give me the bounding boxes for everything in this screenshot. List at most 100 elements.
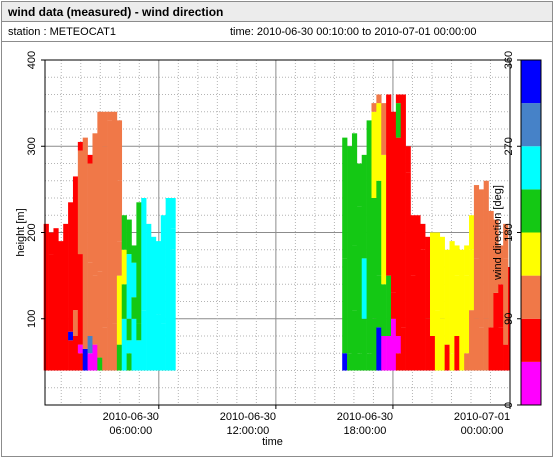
y-tick-label: 300 bbox=[26, 137, 38, 155]
data-cell bbox=[356, 163, 363, 207]
data-cell bbox=[473, 185, 480, 259]
data-cell bbox=[87, 163, 93, 263]
data-cell bbox=[390, 318, 397, 371]
data-cell bbox=[508, 318, 511, 371]
data-cell bbox=[155, 241, 162, 315]
x-tick-label: 12:00:00 bbox=[226, 425, 269, 437]
data-cell bbox=[53, 228, 59, 371]
data-cell bbox=[395, 137, 402, 336]
data-cell bbox=[488, 210, 494, 233]
data-cell bbox=[405, 146, 411, 173]
data-cell bbox=[459, 301, 465, 371]
data-cell bbox=[439, 236, 445, 319]
data-cell bbox=[68, 340, 74, 371]
data-cell bbox=[121, 215, 127, 250]
data-cell bbox=[493, 292, 499, 371]
data-cell bbox=[72, 176, 79, 311]
data-cell bbox=[68, 331, 74, 341]
data-cell bbox=[434, 232, 441, 311]
data-cell bbox=[454, 336, 460, 371]
data-cell bbox=[498, 245, 504, 250]
data-cell bbox=[400, 327, 406, 371]
data-cell bbox=[420, 249, 426, 371]
data-cell bbox=[107, 120, 113, 336]
data-cell bbox=[371, 318, 377, 371]
x-tick-label: 18:00:00 bbox=[344, 425, 387, 437]
data-cell bbox=[131, 297, 137, 319]
data-cell bbox=[97, 129, 103, 272]
data-cell bbox=[82, 348, 88, 371]
data-cell bbox=[464, 245, 470, 276]
data-cell bbox=[63, 223, 69, 371]
data-cell bbox=[170, 228, 176, 250]
data-cell bbox=[381, 284, 387, 336]
data-cell bbox=[386, 275, 392, 336]
colorbar-band bbox=[521, 318, 541, 362]
colorbar-tick-label: 360 bbox=[503, 51, 515, 69]
colorbar-band bbox=[521, 275, 541, 319]
x-tick-label: 00:00:00 bbox=[461, 425, 504, 437]
data-cell bbox=[469, 249, 475, 311]
data-cell bbox=[151, 236, 157, 302]
data-cell bbox=[107, 111, 113, 121]
colorbar-band bbox=[521, 103, 541, 147]
data-cell bbox=[116, 241, 123, 276]
data-cell bbox=[170, 198, 176, 229]
data-cell bbox=[97, 271, 103, 358]
data-cell bbox=[111, 323, 118, 371]
data-cell bbox=[498, 249, 504, 285]
data-cell bbox=[351, 310, 358, 371]
data-cell bbox=[347, 146, 353, 233]
data-cell bbox=[87, 336, 93, 354]
x-tick-label: 2010-06-30 bbox=[103, 411, 159, 423]
data-cell bbox=[77, 344, 84, 354]
data-cell bbox=[503, 223, 509, 259]
data-cell bbox=[97, 357, 103, 371]
x-axis-title: time bbox=[262, 436, 283, 448]
data-cell bbox=[454, 275, 460, 336]
data-cell bbox=[371, 111, 377, 198]
data-cell bbox=[116, 344, 123, 371]
data-cell bbox=[430, 232, 436, 336]
data-cell bbox=[376, 327, 382, 371]
data-cell bbox=[126, 219, 132, 255]
data-cell bbox=[87, 154, 93, 164]
data-cell bbox=[395, 336, 402, 354]
data-cell bbox=[483, 318, 489, 371]
data-cell bbox=[503, 258, 509, 345]
data-cell bbox=[82, 137, 88, 267]
data-cell bbox=[58, 241, 64, 371]
window-title: wind data (measured) - wind direction bbox=[2, 2, 552, 22]
data-cell bbox=[488, 232, 494, 328]
data-cell bbox=[141, 198, 147, 311]
data-cell bbox=[77, 141, 84, 151]
data-cell bbox=[116, 180, 123, 242]
data-cell bbox=[381, 336, 387, 371]
data-cell bbox=[483, 180, 489, 198]
data-cell bbox=[72, 310, 79, 336]
colorbar-tick-label: 180 bbox=[503, 223, 515, 241]
data-cell bbox=[121, 284, 127, 319]
data-cell bbox=[376, 180, 382, 276]
data-cell bbox=[415, 215, 421, 233]
data-cell bbox=[381, 154, 387, 285]
data-cell bbox=[146, 223, 152, 336]
data-cell bbox=[430, 336, 436, 371]
data-cell bbox=[425, 318, 431, 371]
data-cell bbox=[464, 353, 470, 371]
data-cell bbox=[400, 94, 406, 328]
data-cell bbox=[444, 301, 450, 345]
data-cell bbox=[464, 275, 470, 354]
data-cell bbox=[498, 284, 504, 328]
data-cell bbox=[366, 353, 372, 371]
data-cell bbox=[469, 215, 475, 250]
data-cell bbox=[361, 318, 367, 371]
colorbar-tick-label: 0 bbox=[503, 402, 515, 408]
data-cell bbox=[160, 323, 166, 371]
data-cell bbox=[116, 120, 123, 181]
y-tick-label: 100 bbox=[26, 310, 38, 328]
data-cell bbox=[405, 172, 411, 371]
data-cell bbox=[478, 189, 484, 328]
data-cell bbox=[361, 258, 367, 319]
data-cell bbox=[425, 236, 431, 319]
